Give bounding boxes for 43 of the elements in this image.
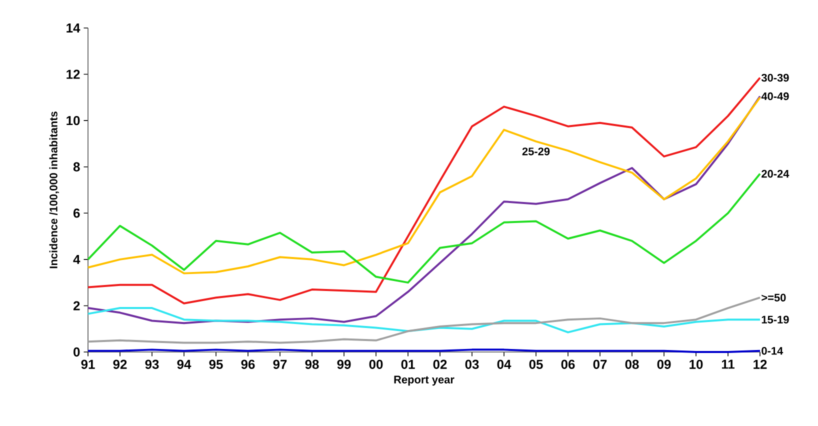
y-tick-label: 10 <box>66 116 80 126</box>
x-axis-title: Report year <box>394 376 454 386</box>
x-tick-label: 08 <box>625 360 639 369</box>
line-series <box>87 296 762 344</box>
y-tick-label: 6 <box>73 208 80 218</box>
x-tick-label: 05 <box>529 360 543 369</box>
x-tick-label: 99 <box>337 360 351 369</box>
y-tick-label: 2 <box>73 301 80 310</box>
y-tick-label: 4 <box>73 254 80 264</box>
x-tick-label: 04 <box>497 360 512 369</box>
x-tick-label: 94 <box>177 360 192 369</box>
x-tick-label: 12 <box>754 360 767 369</box>
series-label: >=50 <box>762 294 786 302</box>
x-tick-label: 93 <box>145 360 159 369</box>
x-tick-label: 07 <box>593 360 607 369</box>
x-tick-label: 91 <box>81 360 95 369</box>
line-series <box>87 307 762 334</box>
y-axis-title: Incidence /100,000 inhabitants <box>49 112 59 268</box>
x-tick-label: 97 <box>273 360 287 369</box>
y-tick-label: 14 <box>66 24 80 32</box>
x-tick-label: 92 <box>113 360 127 369</box>
x-tick-label: 09 <box>657 360 671 369</box>
x-tick-label: 10 <box>690 360 703 369</box>
series-label: 0-14 <box>762 346 784 355</box>
line-series <box>87 172 762 284</box>
x-tick-label: 06 <box>561 360 575 369</box>
series-label: 20-24 <box>762 170 790 178</box>
y-tick-label: 8 <box>73 162 80 172</box>
x-tick-label: 95 <box>209 360 223 369</box>
x-tick-label: 96 <box>241 360 255 369</box>
x-tick-label: 01 <box>401 360 415 369</box>
line-series <box>87 96 762 274</box>
series-label: 40-49 <box>761 92 789 100</box>
x-tick-label: 02 <box>433 360 447 369</box>
y-tick-label: 0 <box>74 347 80 357</box>
y-tick-label: 12 <box>66 70 80 79</box>
x-tick-label: 11 <box>722 360 734 369</box>
series-label: 30-39 <box>761 74 789 82</box>
x-tick-label: 98 <box>305 360 319 369</box>
x-tick-label: 03 <box>465 360 479 369</box>
series-label: 15-19 <box>762 316 789 324</box>
series-label: 25-29 <box>522 148 550 156</box>
x-tick-label: 00 <box>369 360 383 369</box>
